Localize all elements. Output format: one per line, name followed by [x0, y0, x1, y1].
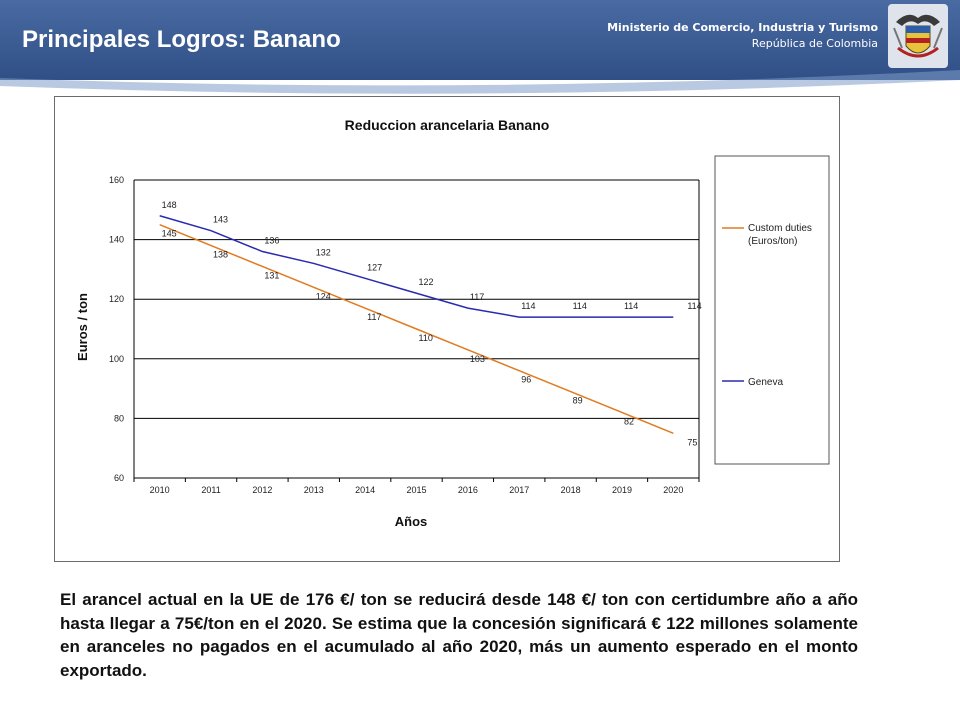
- data-label-custom-duties: 75: [687, 437, 697, 447]
- x-tick-label: 2015: [406, 485, 426, 495]
- data-label-custom-duties: 131: [264, 270, 279, 280]
- axis-ticks: 60 80 100 120 140 160 2010 2011 2012 2013 2014 2015…: [109, 175, 683, 495]
- x-tick-label: 2018: [561, 485, 581, 495]
- ministry-name: Ministerio de Comercio, Industria y Turi…: [607, 21, 878, 34]
- data-label-geneva: 114: [687, 301, 701, 311]
- legend: Custom duties (Euros/ton) Geneva: [714, 155, 830, 465]
- x-tick-label: 2016: [458, 485, 478, 495]
- y-axis-label: Euros / ton: [75, 293, 90, 361]
- gridlines: [133, 179, 700, 482]
- country-name: República de Colombia: [751, 37, 878, 50]
- series-line-geneva: [159, 215, 674, 318]
- data-label-geneva: 148: [162, 200, 177, 210]
- legend-label-custom-duties-line1: Custom duties: [748, 223, 812, 234]
- data-label-custom-duties: 82: [624, 416, 634, 426]
- data-label-geneva: 122: [419, 277, 434, 287]
- x-tick-label: 2017: [509, 485, 529, 495]
- legend-box: [714, 155, 830, 465]
- x-axis-label: Años: [395, 514, 428, 529]
- header-curve: [0, 70, 960, 94]
- y-tick-label: 80: [114, 413, 124, 423]
- data-label-custom-duties: 138: [213, 250, 228, 260]
- legend-label-custom-duties-line2: (Euros/ton): [748, 236, 797, 247]
- data-labels: 145 138 131 124 117 110 103 96 89 82 75 148 143 136 13…: [162, 200, 702, 448]
- data-label-geneva: 114: [624, 301, 638, 311]
- y-tick-label: 100: [109, 354, 124, 364]
- y-tick-label: 120: [109, 294, 124, 304]
- x-tick-label: 2010: [150, 485, 170, 495]
- y-tick-label: 140: [109, 235, 124, 245]
- data-label-geneva: 127: [367, 262, 382, 272]
- x-tick-label: 2012: [252, 485, 272, 495]
- chart-frame: [54, 96, 840, 562]
- x-tick-label: 2020: [663, 485, 683, 495]
- data-label-custom-duties: 124: [316, 291, 331, 301]
- data-label-custom-duties: 110: [419, 333, 433, 343]
- data-label-custom-duties: 103: [470, 354, 485, 364]
- colombia-coat-of-arms-icon: [888, 4, 948, 68]
- data-label-geneva: 114: [521, 301, 535, 311]
- y-tick-label: 60: [114, 473, 124, 483]
- x-tick-label: 2014: [355, 485, 375, 495]
- x-tick-label: 2019: [612, 485, 632, 495]
- header-band: [0, 0, 960, 80]
- data-label-geneva: 117: [470, 292, 484, 302]
- data-label-custom-duties: 96: [521, 375, 531, 385]
- summary-paragraph: El arancel actual en la UE de 176 €/ ton…: [60, 590, 858, 680]
- data-label-custom-duties: 145: [162, 229, 177, 239]
- data-label-custom-duties: 89: [573, 396, 583, 406]
- series-lines: [159, 215, 674, 434]
- chart-title: Reduccion arancelaria Banano: [345, 117, 550, 133]
- data-label-geneva: 143: [213, 215, 228, 225]
- x-tick-label: 2011: [201, 485, 220, 495]
- data-label-geneva: 136: [264, 236, 279, 246]
- slide-title: Principales Logros: Banano: [22, 26, 341, 53]
- x-tick-label: 2013: [304, 485, 324, 495]
- chart-area: Reduccion arancelaria Banano Euros / ton…: [75, 117, 830, 529]
- data-label-custom-duties: 117: [367, 312, 381, 322]
- ministry-block: Ministerio de Comercio, Industria y Turi…: [607, 20, 878, 52]
- data-label-geneva: 114: [573, 301, 587, 311]
- legend-label-geneva: Geneva: [748, 377, 783, 388]
- data-label-geneva: 132: [316, 247, 331, 257]
- series-line-custom-duties: [159, 224, 674, 434]
- y-tick-label: 160: [109, 175, 124, 185]
